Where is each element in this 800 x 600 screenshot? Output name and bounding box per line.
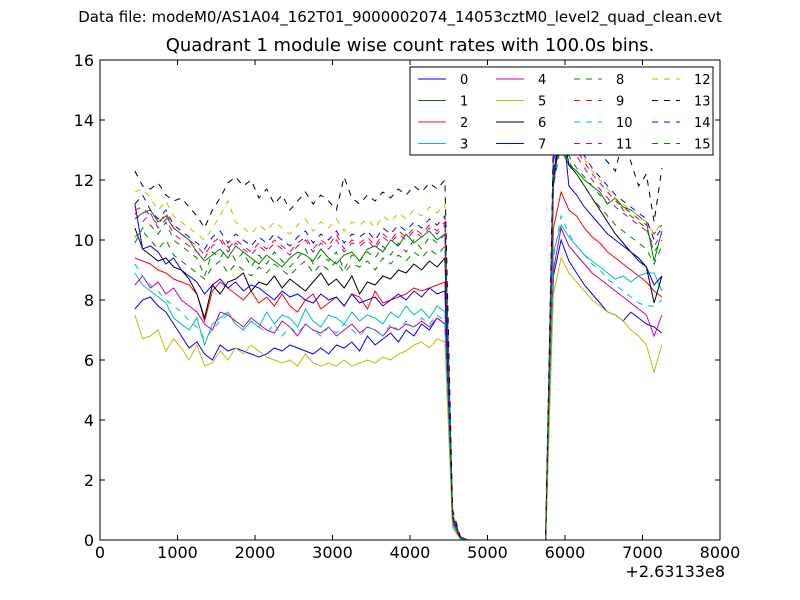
series-line-7 bbox=[134, 107, 663, 541]
x-tick-label: 8000 bbox=[700, 543, 741, 562]
legend-label-2: 2 bbox=[460, 116, 468, 131]
series-line-6 bbox=[134, 119, 663, 541]
x-tick-label: 4000 bbox=[390, 543, 431, 562]
legend-label-4: 4 bbox=[538, 73, 546, 88]
legend-label-7: 7 bbox=[538, 138, 546, 153]
y-tick-label: 12 bbox=[74, 171, 94, 190]
y-tick-label: 8 bbox=[84, 291, 94, 310]
x-tick-label: 5000 bbox=[467, 543, 508, 562]
legend-label-6: 6 bbox=[538, 116, 546, 131]
x-tick-label: 0 bbox=[95, 543, 105, 562]
legend-label-12: 12 bbox=[694, 73, 711, 88]
legend-label-8: 8 bbox=[616, 73, 624, 88]
series-line-8 bbox=[134, 136, 663, 541]
series-line-1 bbox=[134, 148, 663, 541]
x-tick-label: 6000 bbox=[545, 543, 586, 562]
axis-ticks: 0 1000 2000 3000 4000 5000 6000 7000 80000246810… bbox=[74, 51, 741, 562]
y-tick-label: 16 bbox=[74, 51, 94, 70]
legend-label-5: 5 bbox=[538, 95, 546, 110]
y-tick-label: 10 bbox=[74, 231, 94, 250]
chart-title: Quadrant 1 module wise count rates with … bbox=[165, 35, 655, 56]
x-tick-label: 7000 bbox=[622, 543, 663, 562]
x-axis-offset-label: +2.63133e8 bbox=[625, 562, 725, 581]
y-tick-label: 4 bbox=[84, 411, 94, 430]
legend-label-3: 3 bbox=[460, 138, 468, 153]
legend-label-13: 13 bbox=[694, 95, 711, 110]
data-file-title: Data file: modeM0/AS1A04_162T01_90000020… bbox=[78, 8, 722, 26]
series-line-5 bbox=[134, 256, 663, 541]
x-tick-label: 2000 bbox=[235, 543, 276, 562]
y-tick-label: 6 bbox=[84, 351, 94, 370]
series-line-0 bbox=[134, 238, 663, 541]
legend-frame bbox=[409, 66, 714, 156]
series-line-2 bbox=[134, 190, 663, 541]
y-tick-label: 0 bbox=[84, 531, 94, 550]
series-line-3 bbox=[134, 223, 663, 541]
legend-label-1: 1 bbox=[460, 95, 468, 110]
x-tick-label: 3000 bbox=[312, 543, 353, 562]
legend-label-10: 10 bbox=[616, 116, 633, 131]
x-tick-label: 1000 bbox=[157, 543, 198, 562]
series-line-14 bbox=[134, 109, 663, 541]
y-tick-label: 2 bbox=[84, 471, 94, 490]
y-tick-label: 14 bbox=[74, 111, 94, 130]
legend-label-9: 9 bbox=[616, 95, 624, 110]
series-line-10 bbox=[134, 214, 663, 541]
legend-label-14: 14 bbox=[694, 116, 711, 131]
legend-label-0: 0 bbox=[460, 73, 468, 88]
series-line-15 bbox=[134, 142, 663, 541]
legend-label-11: 11 bbox=[616, 138, 633, 153]
legend-label-15: 15 bbox=[694, 138, 711, 153]
